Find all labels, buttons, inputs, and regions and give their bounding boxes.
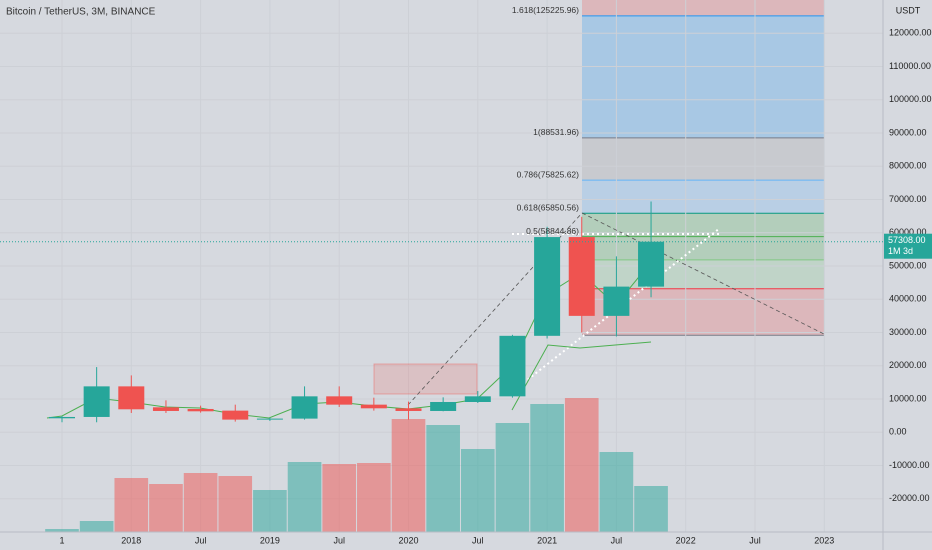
- volume-bar: [357, 463, 391, 532]
- y-tick-label: 100000.00: [889, 94, 932, 104]
- fib-labels: 1.618(125225.96) 1(88531.96) 0.786(75825.6…: [512, 5, 579, 236]
- volume-bar: [45, 529, 79, 532]
- volume-bar: [495, 423, 530, 532]
- y-tick-label: 120000.00: [889, 28, 932, 38]
- volume-bar: [634, 486, 668, 532]
- volume-bar: [599, 452, 634, 532]
- fib-band: [582, 259, 824, 289]
- fib-label: 0.618(65850.56): [517, 203, 580, 213]
- chart-title: Bitcoin / TetherUS, 3M, BINANCE: [6, 7, 156, 18]
- fib-band: [582, 15, 824, 138]
- price-badge: [884, 233, 932, 259]
- x-tick-label: Jul: [472, 535, 484, 545]
- candle-body: [49, 416, 75, 419]
- fib-label: 1.618(125225.96): [512, 5, 579, 15]
- volume-bar: [114, 478, 149, 532]
- fib-band: [582, 0, 824, 16]
- y-tick-label: -20000.00: [889, 493, 930, 503]
- x-tick-label: Jul: [749, 535, 761, 545]
- fib-band: [582, 213, 824, 237]
- candle-body: [83, 386, 110, 417]
- volume-bar: [149, 484, 183, 532]
- fib-label: 0.5(58844.86): [526, 226, 579, 236]
- x-tick-label: 2021: [537, 535, 557, 545]
- trend-line: [407, 212, 583, 406]
- volume-bar: [183, 473, 218, 532]
- y-tick-label: 10000.00: [889, 393, 927, 403]
- x-tick-label: Jul: [611, 535, 623, 545]
- candle-body: [603, 286, 630, 316]
- candle-body: [638, 241, 665, 287]
- volume-bar: [253, 490, 287, 532]
- candle-body: [291, 396, 318, 419]
- y-tick-label: 50000.00: [889, 260, 927, 270]
- volume-bar: [564, 398, 599, 532]
- candle-body: [430, 401, 457, 411]
- fib-label: 1(88531.96): [533, 127, 579, 137]
- x-tick-label: 1: [59, 535, 64, 545]
- ma-line: [511, 341, 652, 411]
- candle-body: [152, 407, 179, 411]
- x-tick-label: 2023: [814, 535, 834, 545]
- candle-body: [118, 386, 145, 410]
- candle-body: [395, 408, 422, 411]
- y-tick-label: 20000.00: [889, 360, 927, 370]
- candle-body: [534, 237, 561, 336]
- countdown-label: 1M 3d: [888, 246, 913, 256]
- x-tick-label: 2019: [260, 535, 280, 545]
- candle-body: [326, 396, 353, 405]
- candle-body: [256, 418, 283, 420]
- x-tick-label: Jul: [333, 535, 345, 545]
- fib-band: [582, 236, 824, 260]
- fib-band: [582, 180, 824, 214]
- candles: [49, 201, 665, 423]
- x-tick-label: 2018: [121, 535, 141, 545]
- volume-bar: [530, 404, 564, 532]
- box-drawing: [373, 363, 478, 395]
- volume-bar: [287, 462, 322, 532]
- y-tick-label: -10000.00: [889, 460, 930, 470]
- volume-bar: [218, 476, 253, 532]
- fib-band: [582, 137, 824, 181]
- candle-body: [568, 237, 595, 316]
- axis: 120000.00110000.00100000.0090000.0080000…: [59, 28, 931, 546]
- x-tick-label: Jul: [195, 535, 207, 545]
- y-tick-label: 30000.00: [889, 327, 927, 337]
- candle-body: [187, 408, 214, 412]
- grid: [0, 0, 883, 532]
- y-tick-label: 110000.00: [889, 61, 931, 71]
- volume: [45, 398, 668, 532]
- y-tick-label: 70000.00: [889, 194, 927, 204]
- y-tick-label: 80000.00: [889, 161, 927, 171]
- y-tick-label: 60000.00: [889, 227, 927, 237]
- x-tick-label: 2022: [676, 535, 696, 545]
- fib-label: 0.786(75825.62): [517, 169, 580, 179]
- volume-bar: [322, 464, 357, 532]
- currency-label: USDT: [896, 5, 921, 15]
- y-tick-label: 0.00: [889, 427, 907, 437]
- candle-body: [499, 335, 526, 397]
- candle-body: [464, 396, 491, 402]
- channel-line: [511, 227, 721, 393]
- price-label: 57308.00: [888, 235, 926, 245]
- fib-bands: [582, 0, 824, 336]
- volume-bar: [460, 449, 495, 532]
- volume-bar: [79, 521, 114, 532]
- candle-body: [222, 410, 249, 420]
- y-tick-label: 90000.00: [889, 127, 927, 137]
- y-tick-label: 40000.00: [889, 294, 927, 304]
- volume-bar: [426, 425, 460, 532]
- candle-body: [360, 404, 387, 409]
- volume-bar: [391, 419, 426, 532]
- x-tick-label: 2020: [398, 535, 418, 545]
